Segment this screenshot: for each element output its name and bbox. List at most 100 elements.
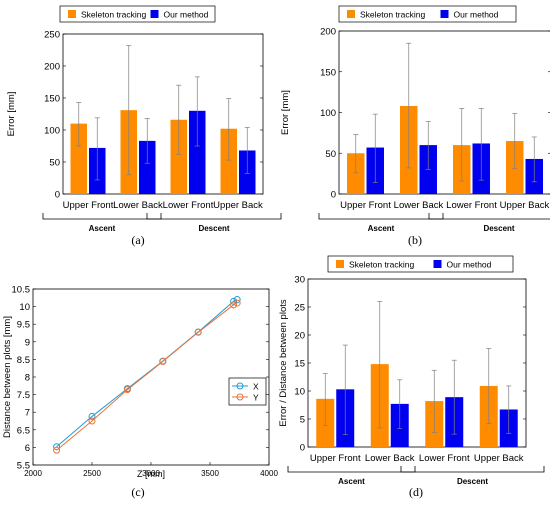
series-point-y — [159, 358, 167, 366]
y-tick-label: 25 — [294, 303, 305, 314]
x-tick-label: Lower Back — [365, 453, 415, 464]
y-tick-label: 150 — [44, 94, 60, 105]
legend-swatch-our-method — [433, 260, 442, 268]
group-label: Descent — [457, 477, 488, 486]
y-tick-label: 6.5 — [17, 425, 30, 436]
y-tick-label: 10.5 — [12, 285, 31, 296]
y-tick-label: 0 — [331, 190, 336, 201]
bar-skeleton — [347, 153, 365, 194]
group-label: Descent — [198, 224, 229, 233]
y-axis-label: Error [mm] — [6, 92, 17, 137]
legend-box — [228, 377, 267, 406]
legend-swatch-skeleton — [336, 260, 344, 268]
y-tick-label: 10 — [19, 302, 30, 313]
x-tick-label: 2000 — [24, 469, 42, 478]
legend-marker — [236, 393, 244, 401]
series-line-y — [56, 302, 238, 451]
y-tick-label: 200 — [320, 27, 336, 38]
y-tick-label: 9.5 — [17, 320, 30, 331]
group-bracket — [400, 466, 545, 473]
chart-panel-d: 0 5 10 15 20 25 30 Error / Distance between plo… — [278, 255, 545, 499]
y-tick-label: 100 — [44, 126, 60, 137]
legend-swatch-our-method — [440, 10, 449, 18]
bar-our-method — [189, 110, 206, 194]
legend-swatch-our-method — [150, 10, 159, 18]
group-label: Ascent — [368, 224, 395, 233]
y-tick-label: 8.5 — [17, 355, 30, 366]
bar-our-method — [139, 140, 156, 194]
legend-box — [338, 5, 517, 23]
y-tick-label: 50 — [49, 158, 60, 169]
y-tick-label: 8 — [25, 373, 30, 384]
y-tick-label: 50 — [325, 149, 336, 160]
legend-marker — [236, 382, 244, 390]
y-tick-label: 6 — [25, 443, 30, 454]
y-tick-label: 30 — [294, 275, 305, 286]
x-tick-label: Upper Back — [474, 453, 524, 464]
bar-skeleton — [170, 119, 187, 194]
series-point-y — [53, 446, 61, 454]
series-point-x — [88, 412, 96, 420]
legend-swatch-skeleton — [68, 10, 76, 18]
x-tick-label: Lower Front — [419, 453, 470, 464]
legend-label: Skeleton tracking — [360, 10, 425, 20]
legend-label: Y — [253, 393, 259, 403]
group-label: Ascent — [89, 224, 116, 233]
group-bracket — [428, 213, 550, 220]
legend-label: Skeleton tracking — [349, 260, 414, 270]
x-tick-label: Lower Front — [446, 200, 497, 211]
legend-swatch-skeleton — [347, 10, 355, 18]
y-tick-label: 200 — [44, 62, 60, 73]
legend-box — [59, 5, 216, 23]
legend-label: X — [253, 382, 259, 392]
y-tick-label: 7 — [25, 408, 30, 419]
legend-label: Our method — [447, 260, 492, 270]
legend-label: Skeleton tracking — [81, 10, 146, 20]
y-tick-label: 9 — [25, 337, 30, 348]
x-tick-label: Lower Front — [163, 200, 214, 211]
group-bracket — [318, 213, 444, 220]
group-bracket — [287, 466, 416, 473]
x-tick-label: Lower Back — [113, 200, 163, 211]
series-line-x — [56, 299, 238, 448]
bar-skeleton — [220, 128, 237, 194]
panel-label: (a) — [131, 233, 144, 247]
y-axis-label: Distance between plots [mm] — [2, 316, 13, 438]
y-tick-label: 5.5 — [17, 461, 30, 472]
x-tick-label: 3500 — [201, 469, 219, 478]
y-tick-label: 5 — [300, 415, 305, 426]
panel-label: (b) — [408, 233, 422, 247]
x-tick-label: 2500 — [83, 469, 101, 478]
chart-panel-c: 5.5 6 6.5 7 7.5 8 8.5 9 9.5 10 10.5 Distance betwee… — [2, 285, 278, 500]
y-tick-label: 15 — [294, 359, 305, 370]
group-bracket — [42, 213, 162, 220]
x-axis-label: Z [mm] — [137, 469, 165, 479]
x-tick-label: Upper Front — [63, 200, 114, 211]
x-tick-label: Upper Back — [500, 200, 550, 211]
x-tick-label: Upper Front — [310, 453, 361, 464]
series-point-y — [230, 301, 238, 309]
legend-label: Our method — [454, 10, 499, 20]
y-tick-label: 10 — [294, 387, 305, 398]
y-tick-label: 100 — [320, 108, 336, 119]
y-tick-label: 150 — [320, 67, 336, 78]
x-tick-label: Lower Back — [394, 200, 444, 211]
x-tick-label: 3000 — [142, 469, 160, 478]
y-tick-label: 20 — [294, 331, 305, 342]
plot-frame — [62, 33, 264, 195]
bar-skeleton — [70, 123, 87, 194]
panel-label: (d) — [409, 485, 423, 499]
x-tick-label: 4000 — [260, 469, 278, 478]
x-tick-label: Upper Front — [340, 200, 391, 211]
group-label: Descent — [483, 224, 514, 233]
x-tick-label: Upper Back — [213, 200, 263, 211]
y-axis-label: Error / Distance between plots — [278, 299, 289, 427]
y-axis-label: Error [mm] — [280, 90, 291, 135]
series-point-y — [88, 417, 96, 425]
y-tick-label: 0 — [300, 443, 305, 454]
y-tick-label: 250 — [44, 30, 60, 41]
series-point-y — [233, 299, 241, 307]
legend-label: Our method — [164, 10, 209, 20]
